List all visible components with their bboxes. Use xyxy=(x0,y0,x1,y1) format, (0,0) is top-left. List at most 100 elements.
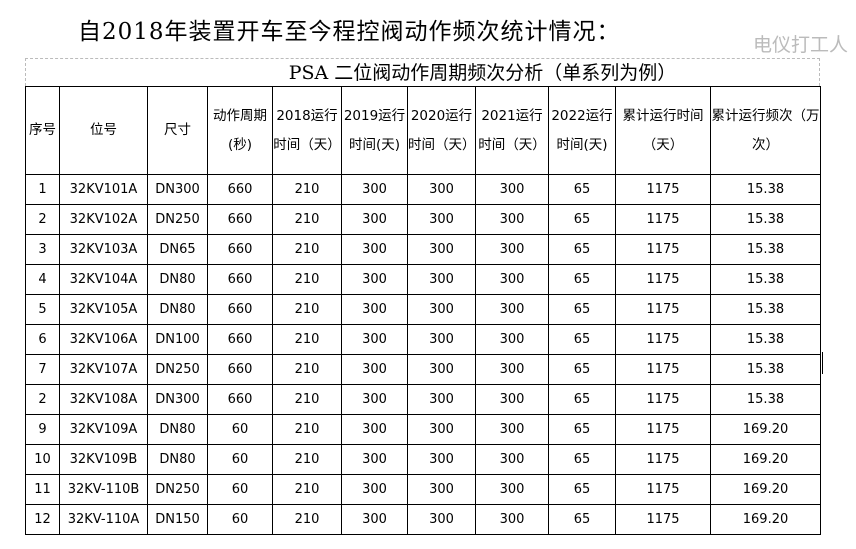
column-header: 尺寸 xyxy=(147,86,208,175)
table-cell: DN150 xyxy=(147,504,208,535)
table-cell: 65 xyxy=(548,444,616,475)
table-cell: 300 xyxy=(475,414,549,445)
table-cell: 60 xyxy=(207,474,273,505)
table-row: 2 32KV108A DN300 660 210 300 300 300 65 1175 15.38 xyxy=(25,384,821,415)
column-header: 累计运行频次（万次） xyxy=(710,86,821,175)
table-cell: 1175 xyxy=(615,264,711,295)
table-cell: 210 xyxy=(272,354,342,385)
table-cell: DN80 xyxy=(147,264,208,295)
table-cell: 300 xyxy=(475,204,549,235)
table-cell: 300 xyxy=(475,354,549,385)
table-cell: 300 xyxy=(341,234,408,265)
table-cell: 169.20 xyxy=(710,444,821,475)
table-cell: 60 xyxy=(207,414,273,445)
table-cell: 32KV107A xyxy=(59,354,148,385)
table-row: 9 32KV109A DN80 60 210 300 300 300 65 1175 169.20 xyxy=(25,414,821,445)
table-cell: 1175 xyxy=(615,444,711,475)
table-cell: DN65 xyxy=(147,234,208,265)
column-header: 2020运行时间（天） xyxy=(407,86,476,175)
table-cell: 1175 xyxy=(615,504,711,535)
table-cell: 300 xyxy=(407,174,476,205)
table-row: 1 32KV101A DN300 660 210 300 300 300 65 1175 15.38 xyxy=(25,174,821,205)
table-cell: 210 xyxy=(272,444,342,475)
table-cell: 300 xyxy=(475,384,549,415)
table-cell: DN80 xyxy=(147,444,208,475)
table-cell: 1175 xyxy=(615,174,711,205)
table-cell: 32KV109B xyxy=(59,444,148,475)
table-cell: 169.20 xyxy=(710,504,821,535)
table-cell: 169.20 xyxy=(710,414,821,445)
table-cell: DN100 xyxy=(147,324,208,355)
table-cell: DN80 xyxy=(147,414,208,445)
table-cell: 300 xyxy=(407,444,476,475)
valve-frequency-table: 序号 位号 尺寸 动作周期(秒) 2018运行时间（天） 2019运行时间(天) 2020运… xyxy=(25,86,821,535)
table-cell: 210 xyxy=(272,414,342,445)
table-cell: 32KV108A xyxy=(59,384,148,415)
table-cell: 15.38 xyxy=(710,324,821,355)
table-row: 12 32KV-110A DN150 60 210 300 300 300 65 1175 169.… xyxy=(25,504,821,535)
table-cell: 300 xyxy=(341,384,408,415)
table-cell: 300 xyxy=(341,504,408,535)
table-cell: 32KV101A xyxy=(59,174,148,205)
table-cell: 660 xyxy=(207,324,273,355)
table-row: 11 32KV-110B DN250 60 210 300 300 300 65 1175 169.… xyxy=(25,474,821,505)
table-cell: 210 xyxy=(272,264,342,295)
table-cell: 32KV105A xyxy=(59,294,148,325)
table-cell: 1 xyxy=(25,174,60,205)
table-cell: 300 xyxy=(341,444,408,475)
table-cell: 300 xyxy=(475,324,549,355)
table-cell: 1175 xyxy=(615,474,711,505)
page-heading: 自2018年装置开车至今程控阀动作频次统计情况： xyxy=(78,19,621,45)
table-cell: 32KV-110B xyxy=(59,474,148,505)
table-cell: 300 xyxy=(341,324,408,355)
column-header: 2019运行时间(天) xyxy=(341,86,408,175)
table-cell: 15.38 xyxy=(710,354,821,385)
table-row: 3 32KV103A DN65 660 210 300 300 300 65 1175 15.38 xyxy=(25,234,821,265)
table-cell: 300 xyxy=(341,264,408,295)
table-cell: 210 xyxy=(272,294,342,325)
table-cell: 11 xyxy=(25,474,60,505)
table-cell: 10 xyxy=(25,444,60,475)
table-cell: 7 xyxy=(25,354,60,385)
table-cell: 15.38 xyxy=(710,264,821,295)
table-cell: 1175 xyxy=(615,204,711,235)
table-row: 10 32KV109B DN80 60 210 300 300 300 65 1175 169.20 xyxy=(25,444,821,475)
column-header: 位号 xyxy=(59,86,148,175)
table-cell: 300 xyxy=(475,234,549,265)
table-cell: 15.38 xyxy=(710,294,821,325)
table-cell: 12 xyxy=(25,504,60,535)
column-header: 2022运行时间(天) xyxy=(548,86,616,175)
table-cell: 210 xyxy=(272,384,342,415)
table-cell: 1175 xyxy=(615,324,711,355)
table-cell: DN250 xyxy=(147,204,208,235)
table-cell: 300 xyxy=(475,474,549,505)
table-cell: 300 xyxy=(475,444,549,475)
wechat-watermark: 电仪打工人 xyxy=(752,34,848,56)
table-cell: 32KV102A xyxy=(59,204,148,235)
table-cell: 32KV106A xyxy=(59,324,148,355)
table-cell: 660 xyxy=(207,264,273,295)
table-cell: 300 xyxy=(341,474,408,505)
table-cell: DN80 xyxy=(147,294,208,325)
table-cell: 65 xyxy=(548,504,616,535)
table-cell: 1175 xyxy=(615,234,711,265)
table-cell: 15.38 xyxy=(710,174,821,205)
table-cell: 15.38 xyxy=(710,384,821,415)
table-row: 7 32KV107A DN250 660 210 300 300 300 65 1175 15.38 xyxy=(25,354,821,385)
table-cell: 210 xyxy=(272,234,342,265)
table-cell: 60 xyxy=(207,504,273,535)
table-cell: 4 xyxy=(25,264,60,295)
column-header: 累计运行时间（天） xyxy=(615,86,711,175)
table-cell: 9 xyxy=(25,414,60,445)
table-cell: 65 xyxy=(548,264,616,295)
table-cell: 300 xyxy=(407,294,476,325)
table-cell: 210 xyxy=(272,174,342,205)
column-header: 2021运行时间（天） xyxy=(475,86,549,175)
table-cell: 65 xyxy=(548,384,616,415)
table-cell: 660 xyxy=(207,174,273,205)
table-cell: 32KV103A xyxy=(59,234,148,265)
table-row: 6 32KV106A DN100 660 210 300 300 300 65 1175 15.38 xyxy=(25,324,821,355)
table-row: 5 32KV105A DN80 660 210 300 300 300 65 1175 15.38 xyxy=(25,294,821,325)
table-cell: 300 xyxy=(407,354,476,385)
table-cell: 300 xyxy=(341,174,408,205)
